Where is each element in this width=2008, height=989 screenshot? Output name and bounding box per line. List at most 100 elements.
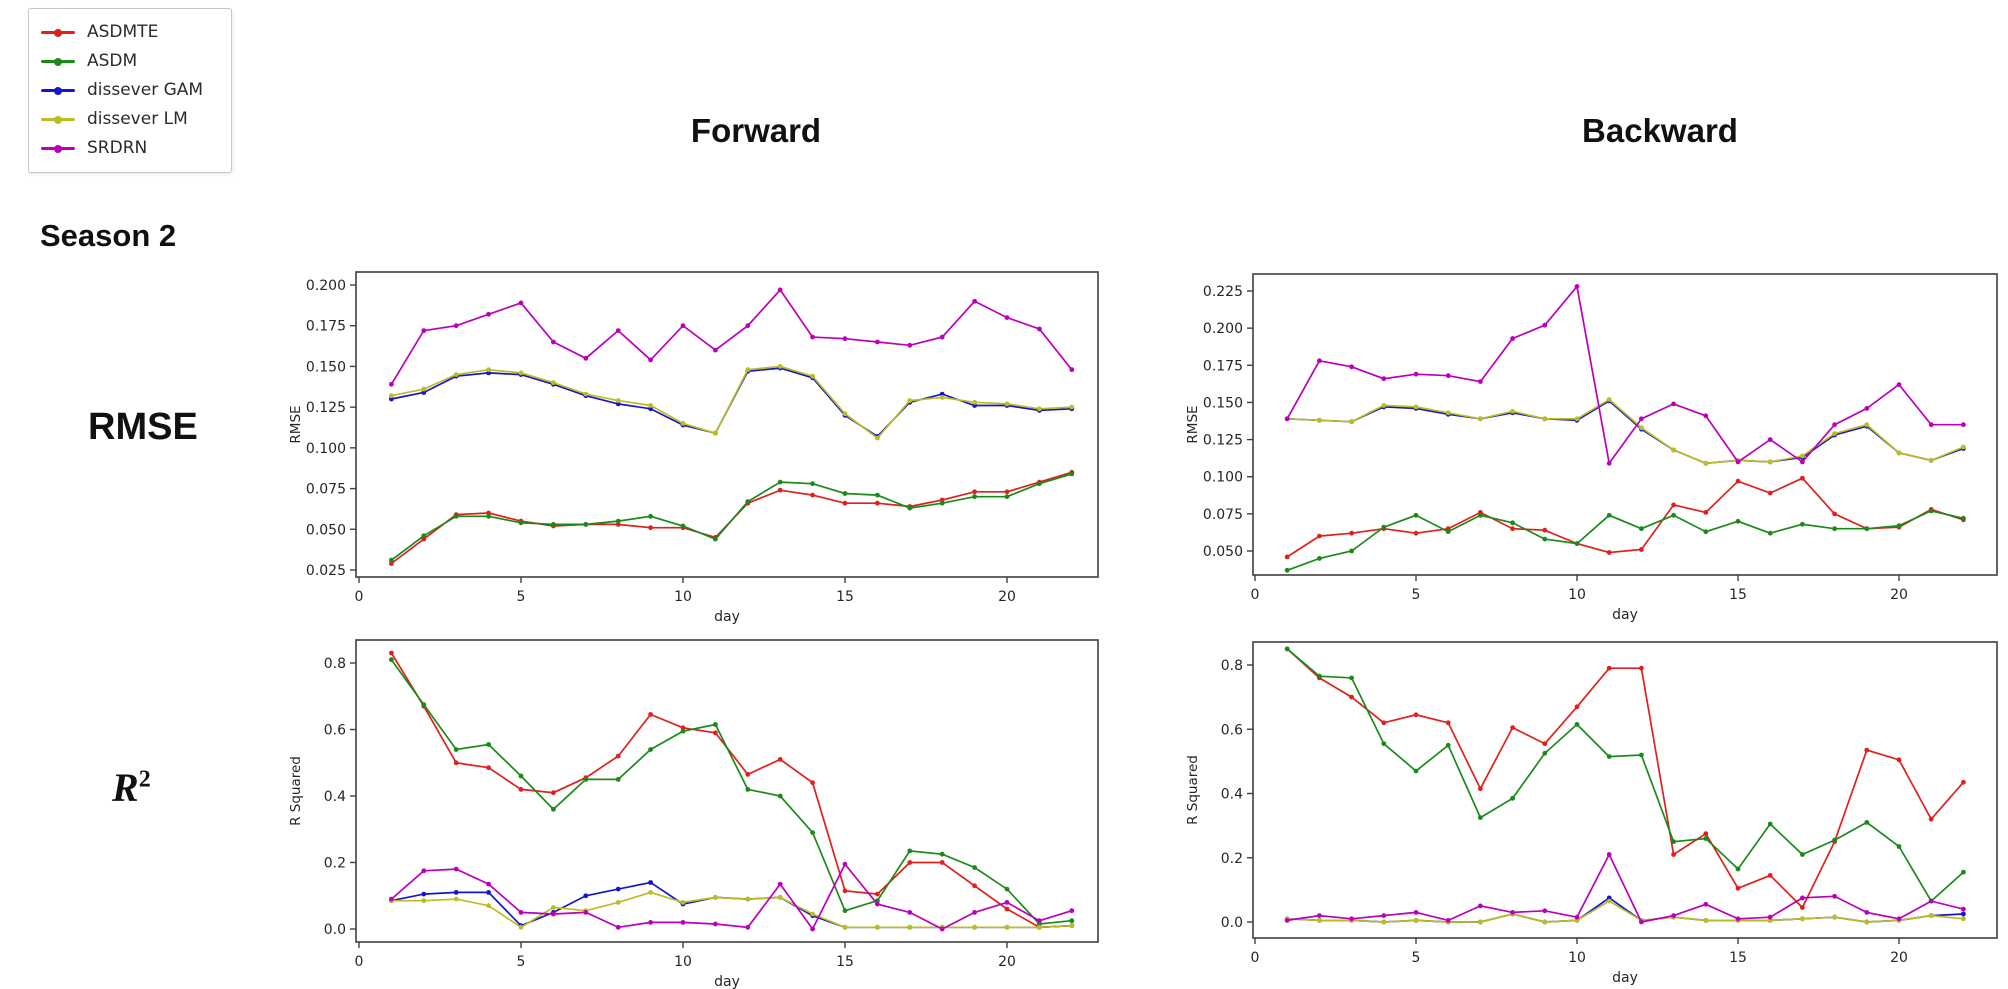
forward-r-squared-series-marker-dissever-lm (745, 896, 751, 902)
forward-rmse-series-marker-srdrn (939, 334, 945, 340)
forward-r-squared-series-marker-srdrn (810, 926, 815, 932)
forward-r-squared-series-marker-srdrn (1037, 918, 1042, 924)
forward-rmse-series-marker-srdrn (551, 339, 556, 345)
forward-r-squared-series-marker-dissever-lm (421, 898, 427, 904)
r-squared-exponent: 2 (138, 766, 151, 793)
forward-rmse-series-marker-srdrn (875, 339, 880, 345)
backward-r-squared-series-marker-srdrn (1317, 913, 1322, 918)
backward-r-squared-series-marker-asdm (1510, 795, 1515, 801)
forward-rmse-series-marker-dissever-lm (486, 367, 491, 373)
forward-r-squared-series-marker-asdm (777, 793, 783, 799)
backward-r-squared-series-marker-asdmte (1413, 712, 1419, 718)
backward-rmse-series-line-srdrn (1286, 284, 1964, 466)
forward-rmse-series-marker-srdrn (648, 357, 653, 363)
forward-rmse-series-line-srdrn (390, 288, 1073, 385)
forward-rmse-series-marker-srdrn (1037, 326, 1042, 332)
backward-rmse-series-marker-asdm (1703, 529, 1709, 535)
backward-r-squared-series-marker-asdmte (1510, 725, 1515, 730)
backward-rmse-y-axis-label: RMSE (1185, 405, 1201, 443)
backward-r-squared-chart: 0.0 0.2 0.4 0.6 0.8 0 5 10 15 20 R Squared day (1185, 641, 1998, 986)
forward-rmse-series-marker-asdm (713, 536, 718, 542)
legend-label-dissever-lm: dissever LM (87, 109, 188, 129)
backward-r-squared-series-marker-asdmte (1961, 779, 1966, 785)
backward-r-squared-series-marker-dissever-lm (1832, 914, 1837, 920)
forward-r-squared-x-axis-label: day (714, 974, 740, 989)
backward-r-squared-series-marker-srdrn (1800, 895, 1805, 901)
backward-rmse-series-marker-dissever-lm (1671, 447, 1676, 453)
backward-r-squared-series-marker-asdmte (1735, 885, 1741, 891)
forward-rmse-series-marker-srdrn (680, 323, 686, 329)
forward-r-squared-xtick-label: 20 (998, 954, 1016, 970)
backward-r-squared-series-marker-asdm (1284, 646, 1290, 652)
forward-r-squared-series-marker-dissever-lm (453, 896, 459, 902)
forward-r-squared-xtick-label: 5 (517, 954, 526, 970)
forward-r-squared-series-marker-asdm (745, 787, 751, 792)
forward-r-squared-series-marker-asdmte (745, 772, 751, 777)
forward-rmse-series-marker-dissever-lm (810, 373, 815, 379)
forward-r-squared-series-line-dissever-lm (391, 891, 1072, 929)
forward-r-squared-series-marker-dissever-lm (648, 890, 653, 895)
forward-r-squared-series-marker-dissever-lm (486, 903, 491, 909)
backward-r-squared-series-marker-asdm (1349, 675, 1354, 681)
backward-rmse-series-marker-srdrn (1606, 460, 1612, 466)
forward-rmse-series-marker-asdmte (972, 489, 977, 495)
forward-rmse-series-marker-dissever-lm (713, 430, 718, 436)
backward-rmse-series-line-dissever-gam (1287, 399, 1964, 465)
forward-rmse-xtick-label: 0 (355, 589, 364, 605)
backward-rmse-series-marker-srdrn (1284, 416, 1290, 422)
backward-rmse-series-marker-dissever-lm (1574, 416, 1580, 422)
backward-r-squared-series-marker-asdm (1735, 866, 1741, 872)
forward-r-squared-series-marker-srdrn (875, 901, 880, 907)
backward-r-squared-series-marker-asdm (1413, 768, 1419, 774)
forward-r-squared-series-marker-srdrn (1004, 900, 1010, 905)
backward-rmse-series-marker-dissever-lm (1542, 416, 1548, 422)
forward-r-squared-plot-border (355, 639, 1099, 943)
forward-r-squared-series-marker-asdm (810, 830, 815, 835)
column-title-backward: Backward (1582, 112, 1738, 149)
forward-rmse-ytick-label: 0.125 (306, 400, 346, 416)
forward-r-squared-series-line-srdrn (390, 862, 1073, 931)
backward-r-squared-xtick-label: 10 (1568, 950, 1586, 966)
forward-r-squared-series-marker-dissever-lm (1004, 924, 1010, 930)
forward-rmse-ytick-label: 0.200 (306, 278, 346, 294)
forward-r-squared-series-marker-dissever-lm (1069, 923, 1075, 929)
forward-r-squared-series-line-asdm (390, 659, 1072, 925)
forward-rmse-series-marker-srdrn (745, 323, 751, 329)
forward-r-squared-series-marker-asdm (551, 806, 556, 812)
forward-rmse-series-marker-dissever-gam (939, 391, 945, 397)
forward-r-squared-series-marker-asdm (518, 773, 524, 779)
forward-rmse-series-marker-dissever-lm (648, 403, 653, 408)
forward-rmse-series-marker-asdm (875, 492, 880, 498)
backward-r-squared-series-marker-asdmte (1445, 720, 1451, 726)
backward-rmse-ytick-label: 0.125 (1203, 433, 1243, 449)
backward-r-squared-series-marker-asdm (1703, 836, 1709, 841)
forward-rmse-series-marker-asdm (551, 522, 556, 527)
backward-rmse-series-marker-asdm (1800, 521, 1805, 527)
forward-r-squared-series-marker-asdmte (389, 650, 394, 656)
backward-rmse-series-marker-asdm (1317, 556, 1322, 561)
backward-r-squared-series-marker-asdm (1381, 741, 1387, 747)
backward-rmse-series-line-asdmte (1286, 477, 1964, 558)
forward-r-squared-series-marker-asdmte (810, 780, 815, 786)
forward-r-squared-ytick-label: 0.2 (324, 856, 346, 872)
backward-r-squared-series-marker-srdrn (1574, 914, 1580, 920)
forward-r-squared-series-marker-asdm (713, 722, 718, 727)
forward-r-squared-xtick-label: 10 (674, 954, 692, 970)
backward-rmse-ytick-label: 0.175 (1203, 358, 1243, 374)
forward-r-squared-series-marker-dissever-lm (713, 895, 718, 900)
forward-rmse-series-marker-srdrn (1004, 315, 1010, 320)
backward-r-squared-ytick-label: 0.4 (1221, 787, 1243, 803)
forward-r-squared-series-marker-asdm (583, 777, 589, 782)
backward-r-squared-series-marker-srdrn (1671, 913, 1676, 918)
backward-r-squared-series-marker-srdrn (1445, 918, 1451, 923)
forward-r-squared-series-marker-asdm (486, 742, 491, 747)
forward-r-squared-series-marker-srdrn (907, 910, 913, 915)
forward-rmse-series-marker-asdm (615, 518, 621, 524)
backward-r-squared-series-marker-asdmte (1574, 704, 1580, 710)
forward-rmse-xtick-label: 10 (674, 589, 692, 605)
backward-r-squared-series-marker-srdrn (1284, 918, 1290, 923)
forward-r-squared-series-marker-srdrn (939, 926, 945, 932)
forward-rmse-series-marker-dissever-lm (842, 411, 848, 417)
backward-r-squared-plot-border (1252, 641, 1998, 939)
